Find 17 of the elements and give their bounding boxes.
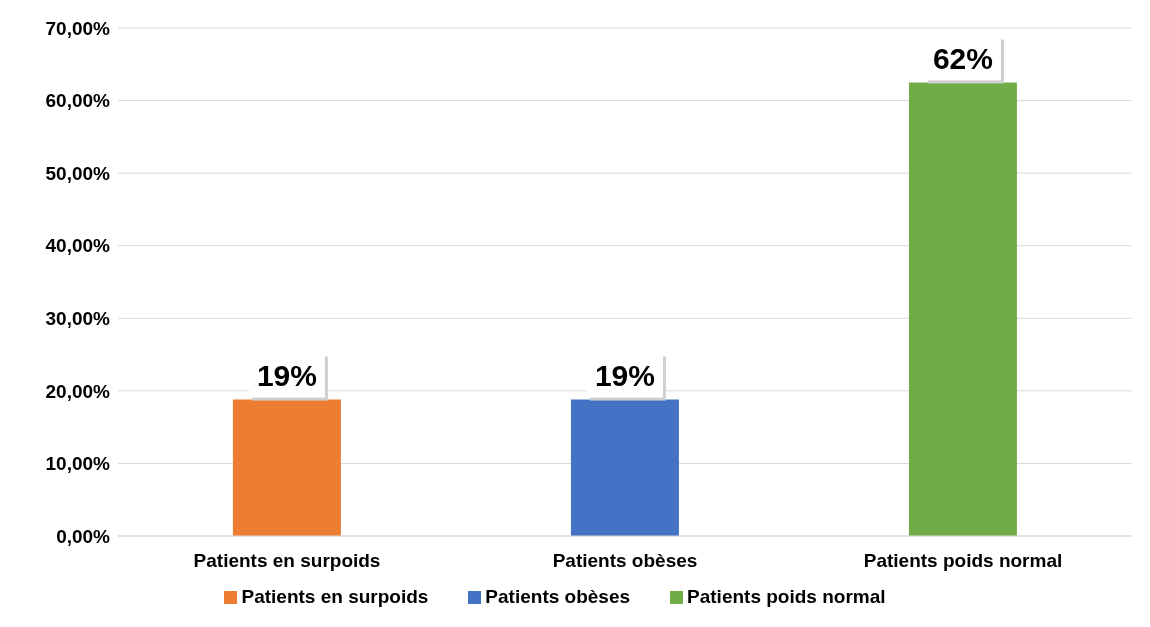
- y-tick-label: 70,00%: [45, 17, 111, 39]
- legend-label: Patients poids normal: [687, 586, 886, 607]
- x-tick-label: Patients en surpoids: [193, 550, 381, 572]
- y-tick-label: 40,00%: [45, 235, 111, 257]
- legend-label: Patients obèses: [485, 586, 631, 607]
- y-tick-label: 0,00%: [56, 525, 111, 547]
- legend-label: Patients en surpoids: [241, 586, 429, 607]
- data-label: 19%: [256, 359, 317, 393]
- y-tick-label: 10,00%: [45, 453, 111, 475]
- x-tick-label: Patients poids normal: [863, 550, 1063, 572]
- y-tick-label: 30,00%: [45, 308, 111, 330]
- y-tick-label: 60,00%: [45, 90, 111, 112]
- y-tick-label: 50,00%: [45, 162, 111, 184]
- x-tick-label: Patients obèses: [552, 550, 698, 572]
- data-label: 62%: [932, 41, 993, 75]
- y-tick-label: 20,00%: [45, 380, 111, 402]
- data-label: 19%: [594, 359, 655, 393]
